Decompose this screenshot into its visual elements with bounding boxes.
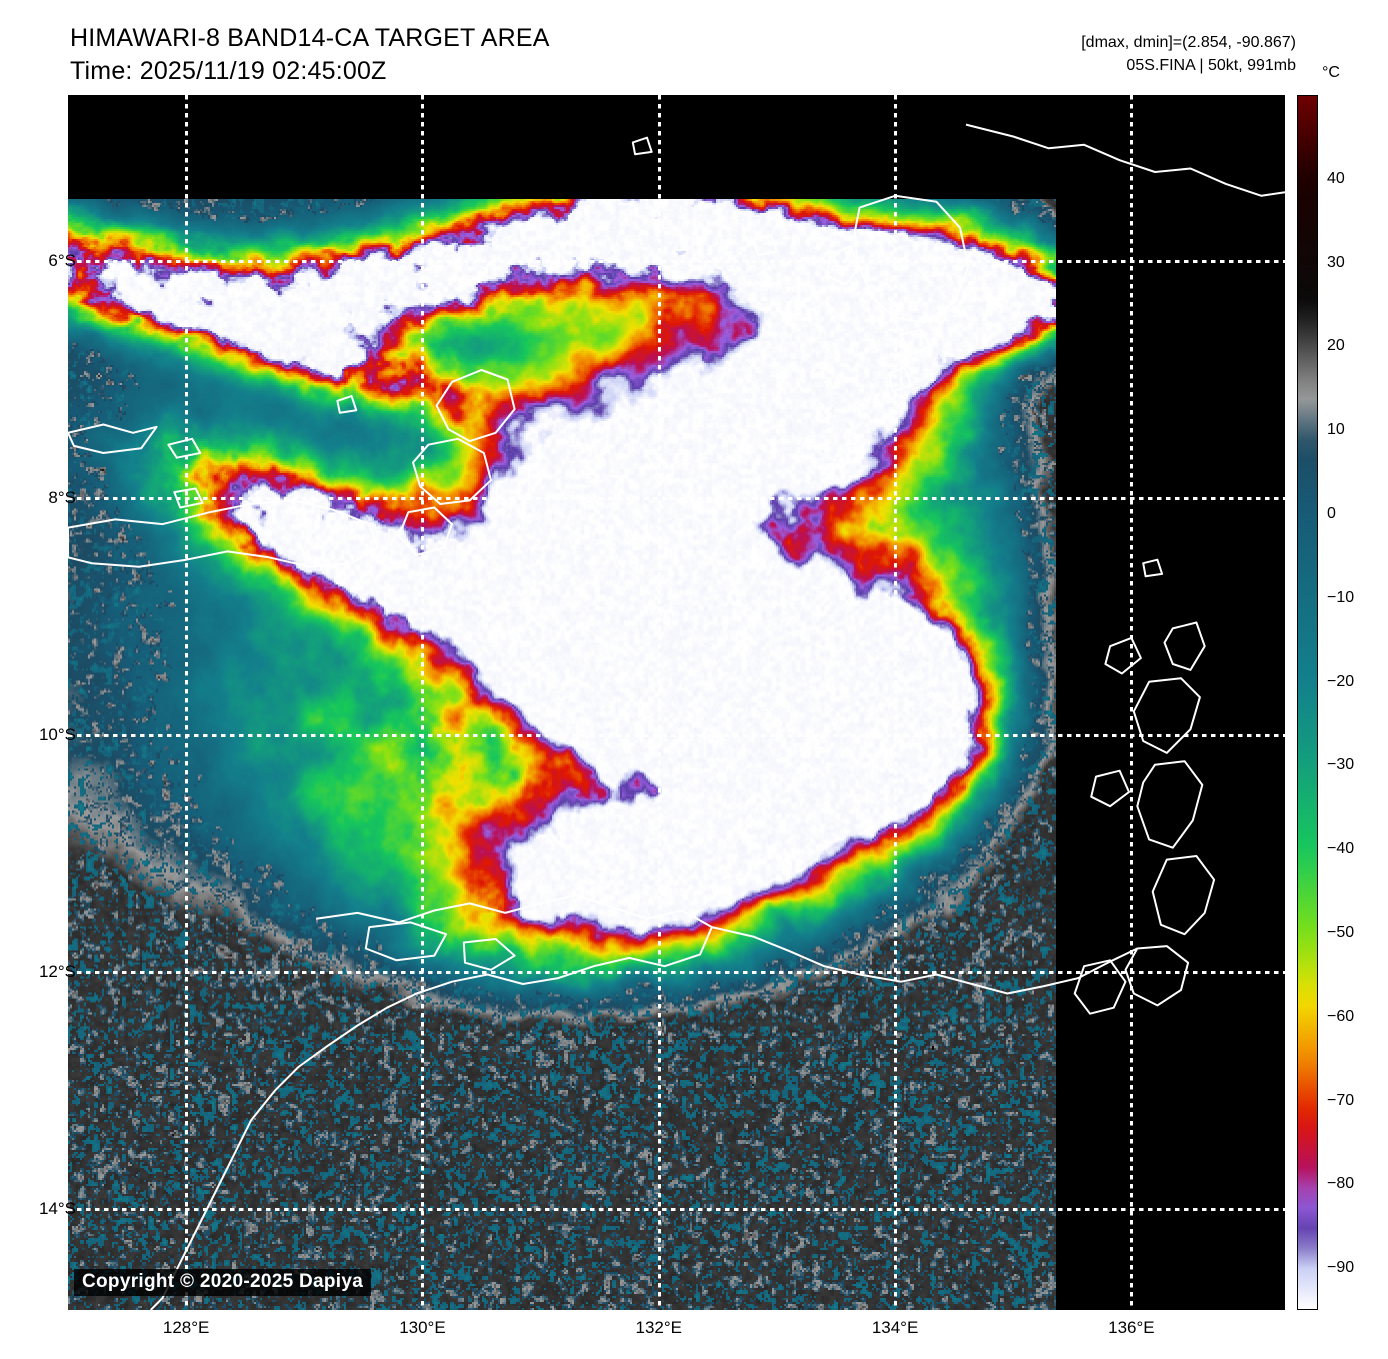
y-tick-2: 10°S — [38, 725, 76, 745]
gridline-lon-128 — [185, 95, 189, 1310]
coastline-path — [1136, 760, 1204, 849]
gridline-lat-12 — [68, 971, 1285, 975]
coastline-path — [1132, 677, 1201, 754]
colorbar-tick-0: 40 — [1327, 169, 1345, 187]
gridline-lon-130 — [421, 95, 425, 1310]
colorbar-tick-1: 30 — [1327, 253, 1345, 271]
coastline-path — [462, 938, 516, 971]
coastline-path — [1073, 959, 1127, 1015]
coastline-path — [888, 366, 913, 393]
x-tick-2: 132°E — [635, 1318, 683, 1337]
coastline-path — [1090, 769, 1130, 808]
dmax-dmin-label: [dmax, dmin]=(2.854, -90.867) — [1081, 34, 1296, 51]
colorbar-gradient — [1298, 96, 1317, 1309]
colorbar-tick-3: 10 — [1327, 421, 1345, 439]
coastline-path — [68, 423, 158, 454]
coastline-path — [1142, 558, 1164, 578]
x-tick-0: 128°E — [162, 1318, 210, 1337]
timestamp-label: Time: 2025/11/19 02:45:00Z — [70, 57, 387, 86]
coastline-path — [435, 369, 516, 443]
coastline-overlay — [68, 123, 1285, 1310]
gridline-lat-6 — [68, 259, 1285, 263]
coastline-path — [711, 926, 1138, 995]
coastline-path — [965, 123, 1285, 197]
gridline-lat-8 — [68, 497, 1285, 501]
gridline-lon-136 — [1130, 95, 1134, 1310]
y-tick-1: 8°S — [48, 488, 76, 508]
colorbar-tick-12: −80 — [1327, 1175, 1355, 1193]
coastline-path — [68, 499, 379, 568]
coastline-path — [364, 921, 448, 962]
gridline-lon-132 — [657, 95, 661, 1310]
metadata-block: [dmax, dmin]=(2.854, -90.867) 05S.FINA |… — [1081, 32, 1296, 77]
gridline-lat-10 — [68, 734, 1285, 738]
coastline-path — [1151, 855, 1216, 936]
colorbar-tick-2: 20 — [1327, 337, 1345, 355]
colorbar-tick-4: 0 — [1327, 504, 1336, 522]
coastline-path — [900, 328, 932, 357]
coastline-path — [1104, 636, 1142, 675]
colorbar-tick-6: −20 — [1327, 672, 1355, 690]
y-tick-0: 6°S — [48, 250, 76, 270]
x-tick-1: 130°E — [399, 1318, 446, 1337]
colorbar-tick-13: −90 — [1327, 1259, 1355, 1277]
gridline-lon-134 — [894, 95, 898, 1310]
gridline-lat-14 — [68, 1208, 1285, 1212]
satellite-image-plot[interactable]: Copyright © 2020-2025 Dapiya — [68, 95, 1285, 1310]
colorbar-unit-label: °C — [1322, 64, 1340, 81]
colorbar-tick-7: −30 — [1327, 756, 1355, 774]
coastline-path — [397, 506, 453, 556]
x-tick-4: 136°E — [1108, 1318, 1155, 1337]
colorbar-tick-10: −60 — [1327, 1007, 1355, 1025]
coastline-path — [412, 437, 492, 505]
coastline-path — [631, 136, 653, 156]
x-tick-3: 134°E — [871, 1318, 919, 1337]
colorbar-tick-5: −10 — [1327, 588, 1355, 606]
coastline-path — [336, 395, 358, 414]
coastline-path — [149, 894, 713, 1310]
copyright-label: Copyright © 2020-2025 Dapiya — [74, 1269, 372, 1296]
colorbar[interactable] — [1297, 95, 1318, 1310]
page-title: HIMAWARI-8 BAND14-CA TARGET AREA — [70, 24, 550, 52]
colorbar-tick-9: −50 — [1327, 923, 1355, 941]
coastline-path — [1124, 945, 1190, 1007]
coastline-path — [1163, 621, 1206, 671]
coastline-path — [752, 233, 778, 256]
colorbar-tick-11: −70 — [1327, 1091, 1355, 1109]
title-block: HIMAWARI-8 BAND14-CA TARGET AREA Time: 2… — [70, 22, 550, 89]
y-tick-3: 12°S — [38, 962, 76, 982]
storm-info-label: 05S.FINA | 50kt, 991mb — [1126, 56, 1296, 74]
coastline-path — [825, 245, 861, 286]
y-tick-4: 14°S — [38, 1199, 76, 1219]
coastline-path — [853, 194, 970, 324]
coastline-path — [167, 437, 202, 459]
coastline-path — [173, 487, 204, 509]
colorbar-tick-8: −40 — [1327, 840, 1355, 858]
